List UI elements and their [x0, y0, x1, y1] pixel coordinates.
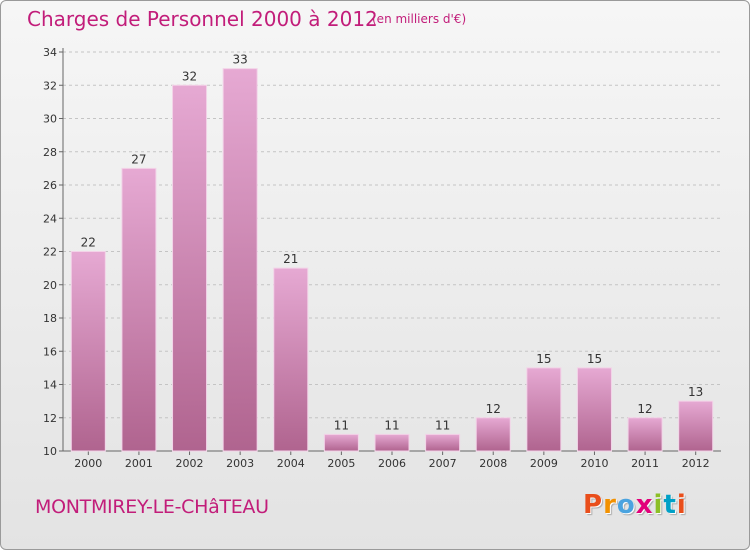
y-tick-label: 20 — [43, 279, 57, 292]
x-tick-label-2003: 2003 — [226, 457, 254, 470]
bar-2012 — [678, 400, 714, 452]
y-tick-label: 30 — [43, 113, 57, 126]
y-tick-label: 14 — [43, 379, 57, 392]
data-label-2003: 33 — [233, 53, 248, 67]
grid-lines — [63, 51, 721, 419]
bar-2011 — [627, 417, 663, 452]
data-label-2004: 21 — [283, 252, 298, 266]
x-tick-label-2011: 2011 — [631, 457, 659, 470]
data-label-2000: 22 — [81, 236, 96, 250]
data-label-2001: 27 — [131, 152, 146, 166]
y-tick-labels: 10 12 14 16 18 20 22 24 26 28 30 32 34 — [43, 46, 57, 458]
x-tick-label-2010: 2010 — [580, 457, 608, 470]
bar-2007 — [425, 433, 461, 452]
x-tick-label-2008: 2008 — [479, 457, 507, 470]
bar-2002 — [172, 84, 208, 452]
bar-2008 — [475, 417, 511, 452]
x-tick-label-2006: 2006 — [378, 457, 406, 470]
y-tick-label: 34 — [43, 46, 57, 59]
logo-letter: o — [616, 490, 636, 520]
x-tick-label-2000: 2000 — [74, 457, 102, 470]
data-label-2011: 12 — [637, 402, 652, 416]
chart-subtitle: (en milliers d'€) — [372, 12, 467, 26]
chart-title: Charges de Personnel 2000 à 2012 — [27, 7, 378, 31]
data-label-2010: 15 — [587, 352, 602, 366]
logo-letter: r — [603, 490, 617, 520]
data-label-2005: 11 — [334, 418, 349, 432]
x-tick-label-2004: 2004 — [277, 457, 305, 470]
logo-letter: i — [653, 490, 664, 520]
logo-letter: t — [663, 490, 677, 520]
y-tick-label: 32 — [43, 79, 57, 92]
y-tick-label: 18 — [43, 312, 57, 325]
bar-2004 — [273, 267, 309, 452]
bar-2009 — [526, 367, 562, 452]
data-label-2002: 32 — [182, 69, 197, 83]
y-tick-label: 28 — [43, 146, 57, 159]
x-tick-labels: 2000 2001 2002 2003 2004 2005 2006 2007 2008 2009… — [74, 457, 709, 470]
bar-2000 — [70, 251, 106, 452]
data-label-2012: 13 — [688, 385, 703, 399]
x-tick-label-2002: 2002 — [176, 457, 204, 470]
commune-name: MONTMIREY-LE-CHâTEAU — [35, 496, 269, 518]
y-tick-label: 16 — [43, 345, 57, 358]
data-label-2008: 12 — [486, 402, 501, 416]
y-tick-label: 12 — [43, 412, 57, 425]
x-tick-label-2009: 2009 — [530, 457, 558, 470]
x-tick-label-2012: 2012 — [682, 457, 710, 470]
bar-2010 — [576, 367, 612, 452]
x-tick-label-2007: 2007 — [429, 457, 457, 470]
logo-letter: P — [583, 490, 604, 520]
logo-letter: i — [676, 490, 687, 520]
y-tick-label: 26 — [43, 179, 57, 192]
y-tick-label: 24 — [43, 212, 57, 225]
bar-2003 — [222, 68, 258, 452]
bar-2005 — [323, 433, 359, 452]
data-labels: 22 27 32 33 21 11 11 11 12 15 15 12 13 — [81, 53, 704, 433]
bars — [70, 68, 714, 452]
proxiti-logo[interactable]: Proxiti — [583, 490, 687, 520]
data-label-2009: 15 — [536, 352, 551, 366]
y-tick-label: 22 — [43, 246, 57, 259]
bar-2001 — [121, 167, 157, 452]
x-tick-label-2005: 2005 — [327, 457, 355, 470]
x-tick-label-2001: 2001 — [125, 457, 153, 470]
bar-2006 — [374, 433, 410, 452]
logo-letter: x — [635, 490, 654, 520]
y-tick-label: 10 — [43, 445, 57, 458]
data-label-2006: 11 — [384, 418, 399, 432]
data-label-2007: 11 — [435, 418, 450, 432]
